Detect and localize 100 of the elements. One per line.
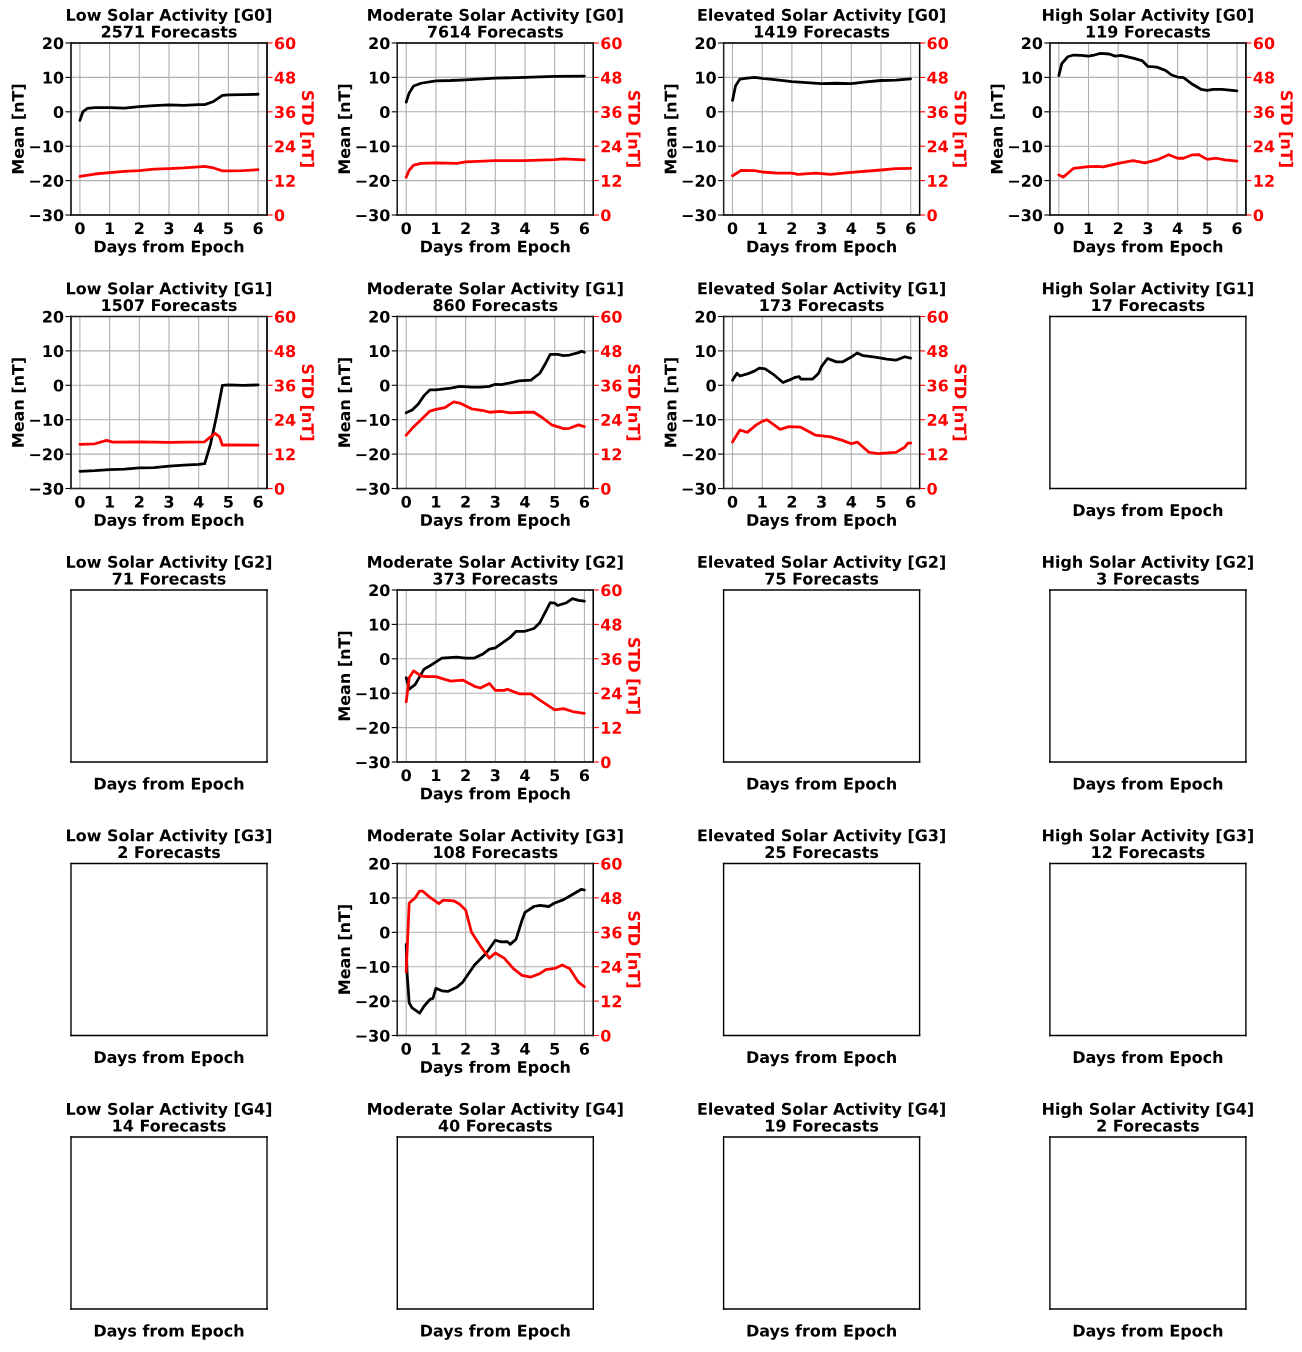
x-tick-label: 5	[550, 769, 560, 782]
y-tick-label: −20	[356, 174, 390, 187]
y2-tick-label: 12	[602, 721, 622, 734]
y2-tick-label: 36	[1253, 106, 1275, 119]
line-series	[404, 400, 586, 437]
text: Days from Epoch	[747, 777, 896, 793]
x-tick-label: 4	[520, 495, 530, 508]
x-tick-label: 4	[520, 1042, 530, 1055]
y-axis-title: Mean [nT]	[990, 84, 1005, 174]
x-tick-label: 6	[579, 769, 590, 782]
y2-axis-title: STD [nT]	[626, 638, 641, 714]
y2-tick-label: 60	[1253, 37, 1275, 50]
y2-tick-label: 0	[274, 209, 285, 222]
text: Days from Epoch	[94, 1324, 244, 1340]
y2-tick-label: 12	[602, 995, 622, 1008]
y2-tick-label: 0	[927, 482, 937, 495]
chart-title: High Solar Activity [G0] 119 Forecasts	[1043, 8, 1253, 38]
y2-tick-label: 36	[601, 653, 622, 666]
y2-tick-label: 12	[1254, 174, 1274, 187]
y-tick-label: −30	[682, 482, 716, 495]
y-tick-label: −20	[682, 448, 716, 461]
chart-title: Elevated Solar Activity [G0] 1419 Forecasts	[698, 8, 945, 38]
x-tick-label: 3	[164, 222, 174, 235]
y-tick-label: −10	[682, 413, 716, 426]
x-axis-title: Days from Epoch	[94, 240, 244, 256]
text: High Solar Activity [G3] 12 Forecasts	[1043, 829, 1253, 859]
y2-tick-label: 36	[601, 926, 622, 939]
chart-title: Low Solar Activity [G1] 1507 Forecasts	[67, 282, 272, 312]
y-tick-label: 0	[380, 926, 390, 939]
y2-tick-label: 0	[601, 209, 611, 222]
y-tick-label: −10	[30, 413, 64, 426]
y2-tick-label: 0	[601, 756, 611, 769]
y-tick-label: −30	[30, 209, 64, 222]
y2-tick-label: 36	[275, 379, 296, 392]
y-axis-title: Mean [nT]	[11, 84, 26, 174]
line-series	[731, 418, 913, 455]
y-tick-label: 20	[369, 584, 390, 597]
y2-tick-label: 48	[600, 618, 622, 631]
y2-tick-label: 48	[274, 71, 296, 84]
y-tick-label: −20	[356, 721, 390, 734]
text: High Solar Activity [G2] 3 Forecasts	[1043, 555, 1253, 585]
line-series	[404, 157, 586, 179]
x-tick-label: 2	[787, 495, 797, 508]
line-series	[404, 74, 586, 104]
x-tick-label: 3	[490, 769, 500, 782]
y2-tick-label: 36	[275, 106, 296, 119]
y-tick-label: 20	[695, 310, 716, 323]
x-tick-label: 4	[193, 495, 204, 508]
y2-tick-label: 36	[601, 379, 622, 392]
y2-tick-label: 36	[927, 379, 948, 392]
y-tick-label: 0	[380, 653, 390, 666]
text: Days from Epoch	[1073, 1324, 1223, 1340]
x-tick-label: 5	[550, 495, 560, 508]
y-tick-label: 0	[380, 379, 390, 392]
y2-tick-label: 24	[927, 140, 949, 153]
y-tick-label: 20	[369, 857, 390, 870]
y-axis-title: Mean [nT]	[337, 358, 353, 447]
line-series	[731, 76, 913, 102]
text: Days from Epoch	[747, 1050, 896, 1067]
y-tick-label: 0	[53, 379, 64, 392]
y-tick-label: 10	[369, 345, 390, 358]
text: Days from Epoch	[1073, 1050, 1223, 1067]
text: Days from Epoch	[747, 1324, 896, 1340]
y-tick-label: −10	[1009, 140, 1043, 153]
y-tick-label: −20	[682, 174, 716, 187]
x-tick-label: 4	[1172, 222, 1183, 235]
x-tick-label: 2	[461, 1042, 470, 1055]
line-series	[78, 383, 260, 473]
y-tick-label: 20	[43, 310, 64, 323]
y2-tick-label: 24	[1254, 140, 1275, 153]
y2-tick-label: 60	[601, 857, 622, 870]
x-axis-title: Days from Epoch	[747, 240, 896, 256]
y2-tick-label: 24	[275, 413, 296, 426]
y2-tick-label: 12	[602, 174, 622, 187]
x-tick-label: 0	[75, 222, 85, 235]
line-series	[404, 597, 586, 691]
x-tick-label: 1	[432, 495, 441, 508]
y-tick-label: 20	[369, 310, 390, 323]
text: Days from Epoch	[94, 777, 244, 793]
y2-tick-label: 24	[275, 140, 296, 153]
y2-tick-label: 60	[601, 584, 622, 597]
y-tick-label: −30	[356, 1029, 390, 1042]
y-tick-label: −20	[356, 448, 390, 461]
y-tick-label: 20	[369, 37, 390, 50]
text: Elevated Solar Activity [G2] 75 Forecasts	[698, 555, 945, 585]
y-tick-label: 20	[43, 37, 64, 50]
y2-tick-label: 60	[927, 310, 949, 323]
y-tick-label: 10	[369, 892, 390, 905]
y-tick-label: −20	[30, 448, 64, 461]
x-tick-label: 1	[432, 1042, 441, 1055]
y-tick-label: 10	[369, 71, 390, 84]
y-tick-label: −30	[356, 209, 390, 222]
line-series	[404, 669, 586, 715]
y2-tick-label: 0	[1253, 209, 1264, 222]
chart-title: Low Solar Activity [G0] 2571 Forecasts	[67, 8, 272, 38]
x-tick-label: 0	[1054, 222, 1064, 235]
y-tick-label: −20	[356, 995, 390, 1008]
x-tick-label: 0	[727, 495, 738, 508]
y-tick-label: −20	[30, 174, 64, 187]
y-tick-label: 0	[706, 379, 716, 392]
